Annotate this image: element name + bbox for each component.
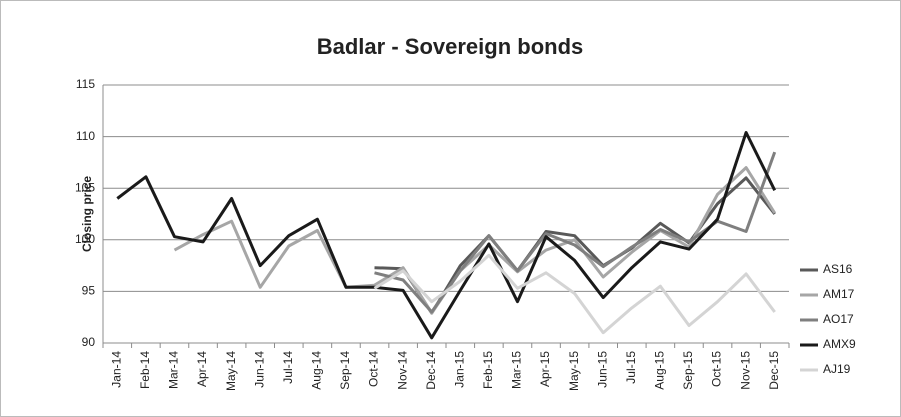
x-tick-label: Jan-15 — [452, 351, 466, 388]
x-tick-label: Nov-15 — [738, 351, 752, 390]
x-tick-label: Feb-14 — [138, 351, 152, 389]
x-tick-label: Jul-15 — [624, 351, 638, 384]
x-tick-label: Sep-15 — [681, 351, 695, 390]
y-tick-label: 100 — [75, 232, 95, 246]
x-tick-label: Jul-14 — [281, 351, 295, 384]
legend-label: AM17 — [823, 287, 855, 301]
legend-label: AO17 — [823, 312, 854, 326]
chart-title: Badlar - Sovereign bonds — [317, 34, 584, 59]
x-tick-label: Oct-14 — [367, 351, 381, 387]
y-tick-label: 115 — [76, 77, 95, 91]
x-tick-label: Apr-14 — [195, 351, 209, 387]
x-tick-label: Jan-14 — [109, 351, 123, 388]
y-tick-label: 105 — [75, 180, 95, 194]
y-tick-label: 110 — [76, 129, 95, 143]
x-tick-label: Dec-15 — [767, 351, 781, 390]
x-tick-label: Apr-15 — [538, 351, 552, 387]
x-tick-label: Nov-14 — [395, 351, 409, 390]
y-tick-label: 90 — [82, 335, 96, 349]
x-tick-label: May-15 — [567, 351, 581, 391]
x-tick-label: Mar-15 — [510, 351, 524, 389]
legend-label: AJ19 — [823, 362, 851, 376]
legend-label: AMX9 — [823, 337, 856, 351]
x-tick-label: Aug-14 — [310, 351, 324, 390]
series-line — [173, 166, 776, 315]
series-line — [373, 253, 776, 335]
x-tick-label: Sep-14 — [338, 351, 352, 390]
x-tick-label: Feb-15 — [481, 351, 495, 389]
y-axis-label: Closing price — [80, 176, 94, 252]
legend-label: AS16 — [823, 262, 853, 276]
x-tick-label: Dec-14 — [424, 351, 438, 390]
x-tick-label: Mar-14 — [167, 351, 181, 389]
x-tick-label: Oct-15 — [710, 351, 724, 387]
x-tick-label: May-14 — [224, 351, 238, 391]
y-tick-label: 95 — [82, 284, 96, 298]
x-tick-label: Jun-14 — [252, 351, 266, 388]
x-tick-label: Aug-15 — [653, 351, 667, 390]
x-tick-label: Jun-15 — [595, 351, 609, 388]
series-line — [116, 131, 777, 340]
